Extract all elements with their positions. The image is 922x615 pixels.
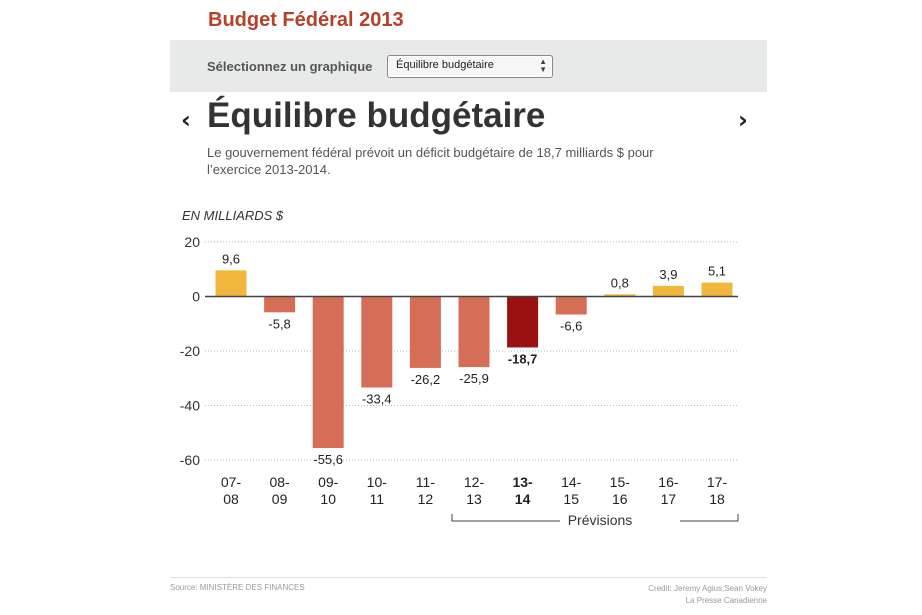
- x-tick-label: 16: [612, 491, 628, 507]
- bar: [264, 296, 296, 313]
- x-tick-label: 14: [515, 491, 531, 507]
- bar: [604, 294, 636, 297]
- x-tick-label: 10: [320, 491, 336, 507]
- x-tick-label: 07-: [221, 474, 242, 490]
- x-tick-label: 12: [418, 491, 434, 507]
- x-tick-label: 15-: [610, 474, 631, 490]
- bar-value-label: -18,7: [508, 351, 538, 366]
- bar-value-label: 5,1: [708, 264, 726, 279]
- x-tick-label: 14-: [561, 474, 582, 490]
- bar: [555, 296, 587, 315]
- chart-selector-label: Sélectionnez un graphique: [207, 59, 373, 74]
- x-tick-label: 17-: [707, 474, 728, 490]
- bar: [652, 285, 684, 297]
- x-tick-label: 15: [563, 491, 579, 507]
- x-tick-label: 16-: [658, 474, 679, 490]
- bar: [701, 282, 733, 297]
- y-tick-label: -40: [180, 398, 200, 414]
- bar: [409, 296, 441, 368]
- credit-line-2: La Presse Canadienne: [685, 596, 767, 605]
- updown-arrows-icon: ▲ ▼: [539, 57, 547, 74]
- x-tick-label: 11-: [416, 474, 436, 490]
- chart-select-value: Équilibre budgétaire: [396, 59, 494, 71]
- y-tick-label: 20: [184, 234, 200, 250]
- bar-value-label: -26,2: [411, 372, 441, 387]
- bar: [361, 296, 393, 388]
- x-tick-label: 11: [370, 491, 385, 507]
- y-axis-unit-label: EN MILLIARDS $: [182, 208, 284, 223]
- x-tick-label: 18: [709, 491, 725, 507]
- bar: [458, 296, 490, 368]
- bar-value-label: 3,9: [659, 267, 677, 282]
- bar: [215, 270, 247, 297]
- chevron-right-icon[interactable]: ›: [738, 106, 748, 134]
- y-tick-label: -60: [180, 452, 200, 468]
- chart-description: Le gouvernement fédéral prévoit un défic…: [207, 145, 654, 177]
- x-tick-label: 08: [223, 491, 239, 507]
- source-note: Source: MINISTÈRE DES FINANCES: [170, 583, 305, 592]
- chart-select-dropdown[interactable]: Équilibre budgétaire ▲ ▼: [387, 55, 553, 78]
- page-header-title: Budget Fédéral 2013: [208, 9, 404, 31]
- x-tick-label: 10-: [367, 474, 388, 490]
- x-tick-label: 13-: [512, 474, 533, 490]
- credit-note: Credit: Jeremy Agius;Sean Vokey La Press…: [648, 583, 767, 607]
- x-tick-label: 08-: [269, 474, 290, 490]
- bar: [507, 296, 539, 348]
- credit-line-1: Credit: Jeremy Agius;Sean Vokey: [648, 584, 767, 593]
- x-tick-label: 09-: [318, 474, 339, 490]
- chart-title: Équilibre budgétaire: [207, 96, 546, 135]
- x-tick-label: 09: [272, 491, 288, 507]
- bar-value-label: -6,6: [560, 318, 582, 333]
- x-tick-label: 13: [466, 491, 482, 507]
- bar: [312, 296, 344, 449]
- bar-value-label: -25,9: [459, 371, 489, 386]
- footer-divider: [170, 577, 767, 578]
- bar-value-label: 9,6: [222, 251, 240, 266]
- x-tick-label: 17: [661, 491, 677, 507]
- forecast-label: Prévisions: [568, 512, 633, 528]
- chevron-left-icon[interactable]: ‹: [181, 106, 191, 134]
- bar-value-label: 0,8: [611, 275, 629, 290]
- chart-selector-bar: Sélectionnez un graphique Équilibre budg…: [170, 40, 767, 92]
- bar-value-label: -5,8: [268, 316, 290, 331]
- forecast-bracket: [451, 514, 739, 522]
- y-tick-label: -20: [180, 343, 200, 359]
- bar-value-label: -55,6: [313, 452, 343, 467]
- bar-value-label: -33,4: [362, 392, 392, 407]
- x-tick-label: 12-: [464, 474, 485, 490]
- y-tick-label: 0: [192, 289, 200, 305]
